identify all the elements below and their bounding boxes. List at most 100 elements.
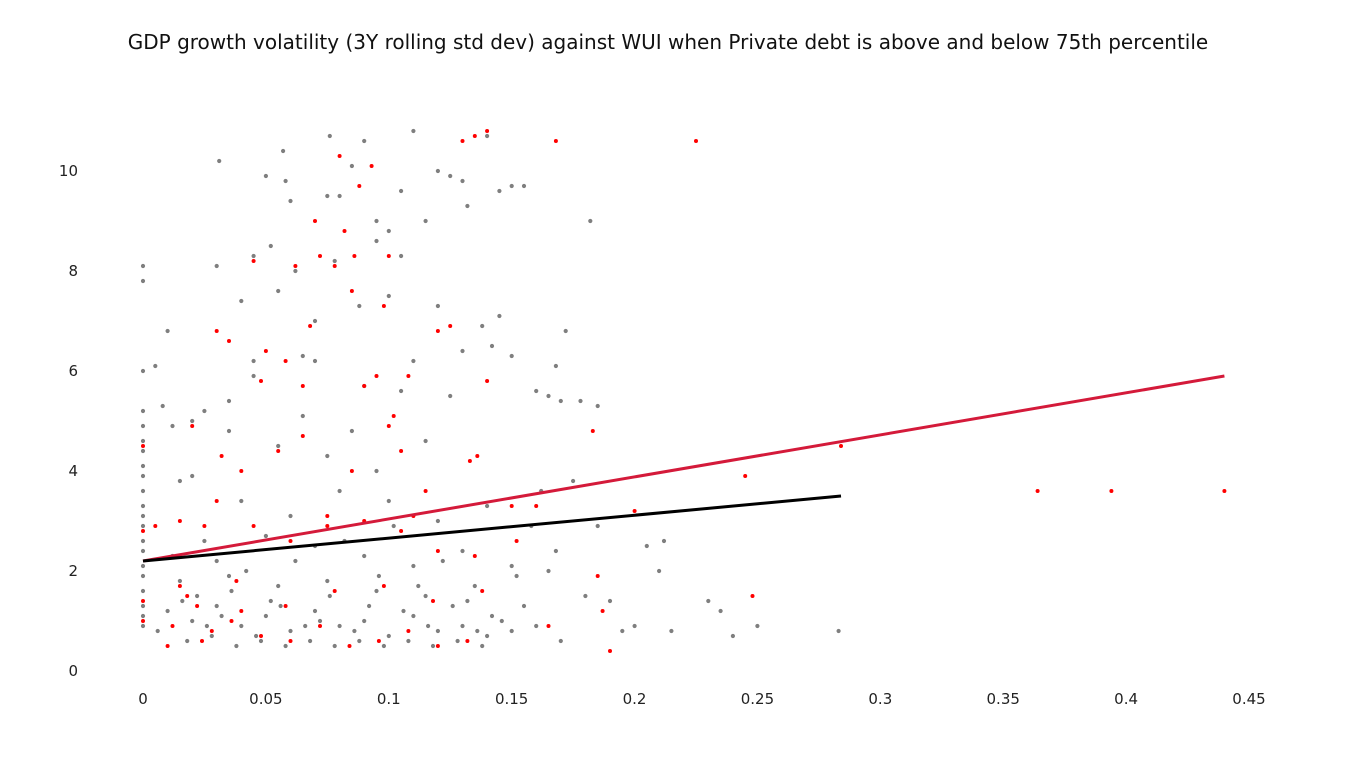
data-point <box>472 554 477 558</box>
data-point <box>362 384 367 388</box>
data-point <box>435 329 440 333</box>
data-point <box>308 638 313 644</box>
data-point <box>190 418 195 424</box>
data-point <box>460 178 465 184</box>
data-point <box>694 139 698 143</box>
data-point <box>190 424 195 428</box>
data-point <box>227 339 231 343</box>
data-point <box>836 628 841 634</box>
data-point <box>661 538 667 544</box>
data-point <box>313 219 317 223</box>
data-point <box>357 303 362 309</box>
data-point <box>489 613 495 619</box>
data-point <box>234 643 239 649</box>
data-point <box>430 643 436 649</box>
data-point <box>435 628 440 634</box>
data-point <box>195 593 200 599</box>
data-point <box>283 604 288 608</box>
data-point <box>730 633 736 639</box>
data-point <box>839 444 843 448</box>
data-point <box>332 264 337 268</box>
data-point <box>214 329 219 333</box>
data-point <box>743 474 748 478</box>
data-point <box>140 623 146 629</box>
data-point <box>416 583 421 589</box>
data-point <box>357 638 362 644</box>
x-tick-label: 0.35 <box>987 690 1020 708</box>
data-point <box>141 529 145 533</box>
data-point <box>578 398 583 404</box>
data-point <box>595 403 600 409</box>
data-point <box>620 628 625 634</box>
data-point <box>376 639 381 643</box>
data-point <box>251 358 256 364</box>
data-point <box>293 558 298 564</box>
data-point <box>485 129 490 133</box>
data-point <box>190 618 195 624</box>
data-point <box>485 633 490 639</box>
data-point <box>170 624 175 628</box>
data-point <box>337 154 342 158</box>
data-point <box>185 594 190 598</box>
data-point <box>140 503 146 509</box>
data-point <box>140 463 146 469</box>
data-point <box>347 644 352 648</box>
data-point <box>450 603 455 609</box>
data-point <box>546 393 551 399</box>
data-point <box>367 603 372 609</box>
data-point <box>455 638 460 644</box>
x-tick-label: 0 <box>138 690 148 708</box>
data-point <box>288 628 293 634</box>
data-point <box>357 184 362 188</box>
data-point <box>362 553 367 559</box>
data-point <box>381 643 386 649</box>
x-tick-label: 0.25 <box>741 690 774 708</box>
data-point <box>140 368 146 374</box>
data-point <box>349 428 354 434</box>
chart-title: GDP growth volatility (3Y rolling std de… <box>127 30 1209 54</box>
data-point <box>342 229 347 233</box>
data-point <box>268 598 273 604</box>
data-point <box>263 173 268 179</box>
data-point <box>177 478 182 484</box>
data-point <box>293 268 298 274</box>
data-point <box>386 498 391 504</box>
data-point <box>411 613 416 619</box>
data-point <box>140 588 146 594</box>
data-point <box>239 498 244 504</box>
y-tick-label: 10 <box>59 162 78 180</box>
data-point <box>423 489 428 493</box>
x-tick-label: 0.3 <box>868 690 892 708</box>
data-point <box>155 628 160 634</box>
data-point <box>644 543 649 549</box>
data-point <box>259 379 263 383</box>
data-point <box>263 533 268 539</box>
data-point <box>381 304 386 308</box>
x-tick-label: 0.15 <box>495 690 528 708</box>
data-point <box>141 444 145 448</box>
data-point <box>401 608 406 614</box>
data-point <box>337 193 342 199</box>
data-point <box>657 568 662 574</box>
data-point <box>472 134 477 138</box>
data-point <box>318 624 322 628</box>
data-point <box>399 188 404 194</box>
data-point <box>558 638 563 644</box>
data-point <box>239 609 244 613</box>
data-point <box>278 603 283 609</box>
data-point <box>509 504 514 508</box>
data-point <box>325 514 330 518</box>
data-point <box>465 598 470 604</box>
data-point <box>214 603 219 609</box>
data-point <box>200 639 204 643</box>
data-point <box>369 164 374 168</box>
data-point <box>607 598 613 604</box>
data-point <box>588 218 593 224</box>
data-point <box>288 539 293 543</box>
data-point <box>251 259 256 263</box>
trendline <box>142 374 1225 563</box>
y-tick-label: 2 <box>68 562 78 580</box>
data-point <box>140 513 146 519</box>
data-point <box>460 548 465 554</box>
